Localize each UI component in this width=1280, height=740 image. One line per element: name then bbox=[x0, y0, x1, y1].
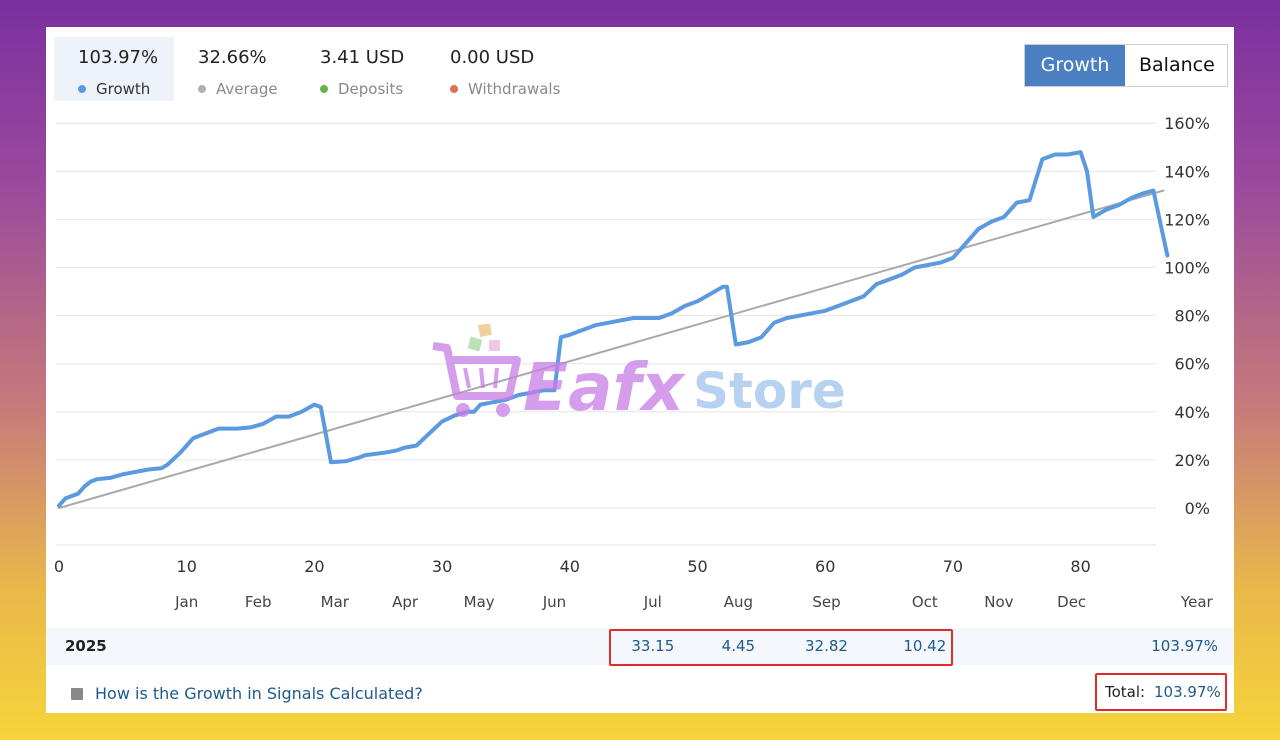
y-tick-label: 20% bbox=[1174, 451, 1210, 470]
month-label: Mar bbox=[321, 593, 350, 611]
series-lines bbox=[57, 150, 1170, 509]
x-tick-label: 60 bbox=[815, 557, 835, 576]
stat-growth-label: Growth bbox=[96, 80, 151, 98]
stat-average[interactable]: 32.66% Average bbox=[174, 37, 294, 101]
y-tick-label: 40% bbox=[1174, 403, 1210, 422]
y-tick-label: 160% bbox=[1164, 114, 1210, 133]
x-tick-label: 30 bbox=[432, 557, 452, 576]
x-tick-labels: 0 10 20 30 40 50 60 70 80 bbox=[54, 557, 1091, 576]
month-label: Jul bbox=[643, 593, 662, 611]
month-cell-jul: 33.15 bbox=[631, 637, 675, 655]
total-value: 103.97% bbox=[1154, 683, 1221, 701]
stat-withdrawals-value: 0.00 USD bbox=[450, 47, 535, 68]
x-tick-label: 10 bbox=[177, 557, 197, 576]
month-label: Nov bbox=[984, 593, 1013, 611]
y-tick-label: 140% bbox=[1164, 162, 1210, 181]
stat-deposits[interactable]: 3.41 USD Deposits bbox=[296, 37, 426, 101]
month-label: Feb bbox=[245, 593, 272, 611]
deposits-dot-icon bbox=[320, 85, 328, 93]
stat-average-label: Average bbox=[216, 80, 278, 98]
growth-help-link-text: How is the Growth in Signals Calculated? bbox=[95, 684, 423, 703]
x-tick-label: 50 bbox=[687, 557, 707, 576]
total-box: Total: 103.97% bbox=[1095, 673, 1227, 711]
x-tick-label: 20 bbox=[304, 557, 324, 576]
y-tick-label: 80% bbox=[1174, 307, 1210, 326]
growth-card: 103.97% Growth 32.66% Average 3.41 USD D… bbox=[46, 27, 1234, 713]
growth-dot-icon bbox=[78, 85, 86, 93]
stat-average-value: 32.66% bbox=[198, 47, 267, 68]
month-label: Jun bbox=[542, 593, 566, 611]
info-icon bbox=[71, 687, 83, 700]
month-cell-aug: 4.45 bbox=[721, 637, 756, 655]
stat-deposits-value: 3.41 USD bbox=[320, 47, 405, 68]
month-label: Dec bbox=[1057, 593, 1086, 611]
growth-help-link[interactable]: How is the Growth in Signals Calculated? bbox=[71, 684, 423, 703]
stat-withdrawals[interactable]: 0.00 USD Withdrawals bbox=[426, 37, 586, 101]
month-label: May bbox=[464, 593, 495, 611]
month-label: Oct bbox=[912, 593, 938, 611]
x-tick-label: 80 bbox=[1070, 557, 1090, 576]
year-total-cell: 103.97% bbox=[1151, 637, 1218, 655]
grid-lines bbox=[56, 122, 1156, 546]
month-label: Apr bbox=[392, 593, 419, 611]
growth-chart: 0% 20% 40% 60% 80% 100% 120% 140% 160% 0 10 20 30 40… bbox=[54, 114, 1214, 611]
month-label: Year bbox=[1180, 593, 1214, 611]
year-label: 2025 bbox=[65, 637, 107, 655]
y-tick-labels: 0% 20% 40% 60% 80% 100% 120% 140% 160% bbox=[1164, 114, 1210, 518]
month-label: Sep bbox=[812, 593, 840, 611]
cart-icon bbox=[432, 324, 521, 417]
watermark-brand-a: Eafx bbox=[523, 349, 686, 424]
x-tick-label: 40 bbox=[560, 557, 580, 576]
watermark-logo: Eafx Store bbox=[432, 324, 846, 424]
highlight-box bbox=[609, 629, 953, 666]
y-tick-label: 100% bbox=[1164, 259, 1210, 278]
chart-mode-toggle: Growth Balance bbox=[1024, 44, 1228, 87]
y-tick-label: 120% bbox=[1164, 210, 1210, 229]
month-label: Aug bbox=[724, 593, 753, 611]
month-label: Jan bbox=[174, 593, 198, 611]
stat-withdrawals-label: Withdrawals bbox=[468, 80, 561, 98]
y-tick-label: 0% bbox=[1185, 499, 1210, 518]
stat-growth[interactable]: 103.97% Growth bbox=[54, 37, 174, 101]
withdrawals-dot-icon bbox=[450, 85, 458, 93]
month-labels: Jan Feb Mar Apr May Jun Jul Aug Sep Oct Nov Dec Year bbox=[174, 593, 1213, 611]
x-tick-label: 70 bbox=[943, 557, 963, 576]
month-cell-oct: 10.42 bbox=[903, 637, 947, 655]
month-cell-sep: 32.82 bbox=[804, 637, 848, 655]
average-dot-icon bbox=[198, 85, 206, 93]
stat-growth-value: 103.97% bbox=[78, 47, 159, 68]
growth-button[interactable]: Growth bbox=[1025, 45, 1125, 86]
balance-button[interactable]: Balance bbox=[1125, 45, 1227, 86]
y-tick-label: 60% bbox=[1174, 355, 1210, 374]
growth-series-line bbox=[57, 150, 1170, 508]
stat-deposits-label: Deposits bbox=[338, 80, 404, 98]
monthly-table-row: 2025 33.15 4.45 32.82 10.42 103.97% bbox=[46, 628, 1234, 665]
average-series-line bbox=[58, 189, 1165, 509]
x-tick-label: 0 bbox=[54, 557, 64, 576]
total-label: Total: bbox=[1105, 683, 1146, 701]
watermark-brand-b: Store bbox=[693, 362, 846, 420]
